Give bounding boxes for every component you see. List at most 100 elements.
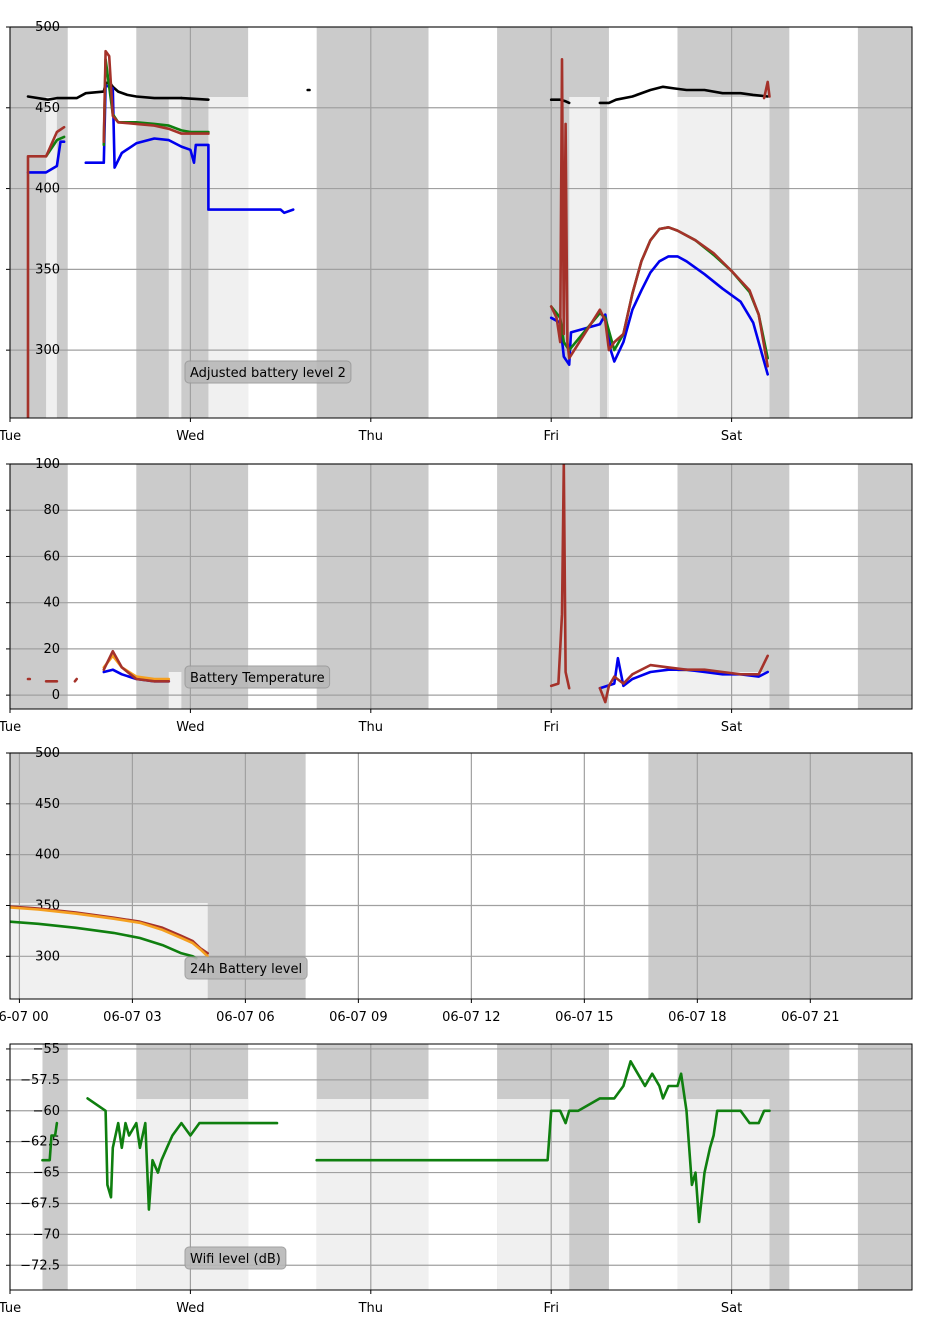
series-line-black [180,96,210,101]
plot-frame [9,1043,913,1291]
series-line-blue [26,140,66,174]
light-band [168,97,182,418]
x-tick-label: Sat [721,429,742,444]
light-band [607,97,609,418]
night-band [316,464,429,709]
night-band [42,1044,68,1290]
night-band [497,464,609,709]
chart-label-box [184,665,331,689]
x-tick-label: Tue [0,429,21,444]
y-tick-label: 300 [35,949,60,964]
y-tick-label: −65 [33,1166,60,1181]
chart-label-box [184,1246,287,1270]
x-tick-label: Sat [721,1301,742,1316]
y-tick-label: 400 [35,182,60,197]
x-tick-label: Wed [176,429,204,444]
x-tick-label: Tue [0,720,21,735]
x-tick-label: 06-07 06 [216,1010,274,1025]
light-band [551,1099,570,1290]
y-tick-label: −55 [33,1042,60,1057]
x-tick-label: Fri [543,720,559,735]
plot-frame [9,752,913,1000]
light-band [316,1099,429,1290]
series-line-green [102,58,210,147]
series-line-brown [102,49,210,143]
x-tick-label: Thu [358,429,383,444]
x-tick-label: Fri [543,1301,559,1316]
plot-frame [9,463,913,710]
x-tick-label: 06-07 00 [0,1010,49,1025]
series-line-green [315,1060,771,1224]
series-line-brown [26,125,66,418]
series-line-brown [73,677,78,683]
chart-label-box [184,956,308,980]
light-band [569,97,600,418]
series-line-brown [549,58,769,368]
series-line-orange [10,906,209,958]
x-tick-label: 06-07 15 [555,1010,613,1025]
series-line-brown [598,654,769,704]
series-line-black [598,85,769,105]
x-tick-label: Thu [358,1301,383,1316]
series-group [41,1060,771,1224]
y-tick-label: 350 [35,262,60,277]
series-line-brown [762,80,771,100]
light-band [168,672,182,709]
chart-panel-4: −55 −57.5 −60 −62.5 −65 −67.5 −70 −72.5 Tue Wed Th… [0,1042,913,1316]
x-tick-label: 06-07 21 [781,1010,839,1025]
night-band [857,464,912,709]
night-band [648,753,912,999]
x-tick-label: 06-07 18 [668,1010,726,1025]
light-band [677,1099,770,1290]
night-band [677,464,790,709]
night-band [857,27,912,418]
y-tick-label: −62.5 [20,1135,60,1150]
x-tick-label: Thu [358,720,383,735]
y-tick-label: −67.5 [20,1196,60,1211]
x-tick-label: Tue [0,1301,21,1316]
series-line-green [41,1121,59,1162]
y-tick-label: 80 [43,503,60,518]
y-tick-label: −72.5 [20,1258,60,1273]
y-tick-label: 450 [35,797,60,812]
chart-label: Wifi level (dB) [190,1252,281,1267]
x-tick-label: 06-07 09 [329,1010,387,1025]
y-tick-label: 400 [35,848,60,863]
y-tick-label: 0 [52,688,60,703]
light-band [677,672,770,709]
series-line-brown [102,649,171,683]
night-band [857,1044,912,1290]
y-tick-label: 300 [35,343,60,358]
x-tick-label: Fri [543,429,559,444]
series-line-green [10,920,198,960]
x-tick-label: Wed [176,1301,204,1316]
series-group [26,464,769,704]
y-tick-label: 450 [35,101,60,116]
y-tick-label: 40 [43,596,60,611]
y-tick-label: 20 [43,642,60,657]
y-tick-label: −57.5 [20,1073,60,1088]
night-band [316,27,429,418]
chart-label: 24h Battery level [190,962,302,977]
series-group [10,905,209,960]
y-tick-label: −60 [33,1104,60,1119]
x-tick-label: 06-07 12 [442,1010,500,1025]
chart-label: Battery Temperature [190,671,325,686]
night-band [10,27,68,418]
y-tick-label: 60 [43,549,60,564]
chart-label-box [184,360,352,384]
series-line-green [86,1097,279,1211]
series-group [26,49,771,418]
light-band [46,97,57,418]
light-band [497,1099,552,1290]
y-tick-label: −70 [33,1227,60,1242]
night-band [10,464,68,709]
x-tick-label: Sat [721,720,742,735]
x-tick-label: 06-07 03 [103,1010,161,1025]
light-band [677,97,770,418]
plot-frame [9,26,913,419]
chart-label: Adjusted battery level 2 [190,366,346,381]
